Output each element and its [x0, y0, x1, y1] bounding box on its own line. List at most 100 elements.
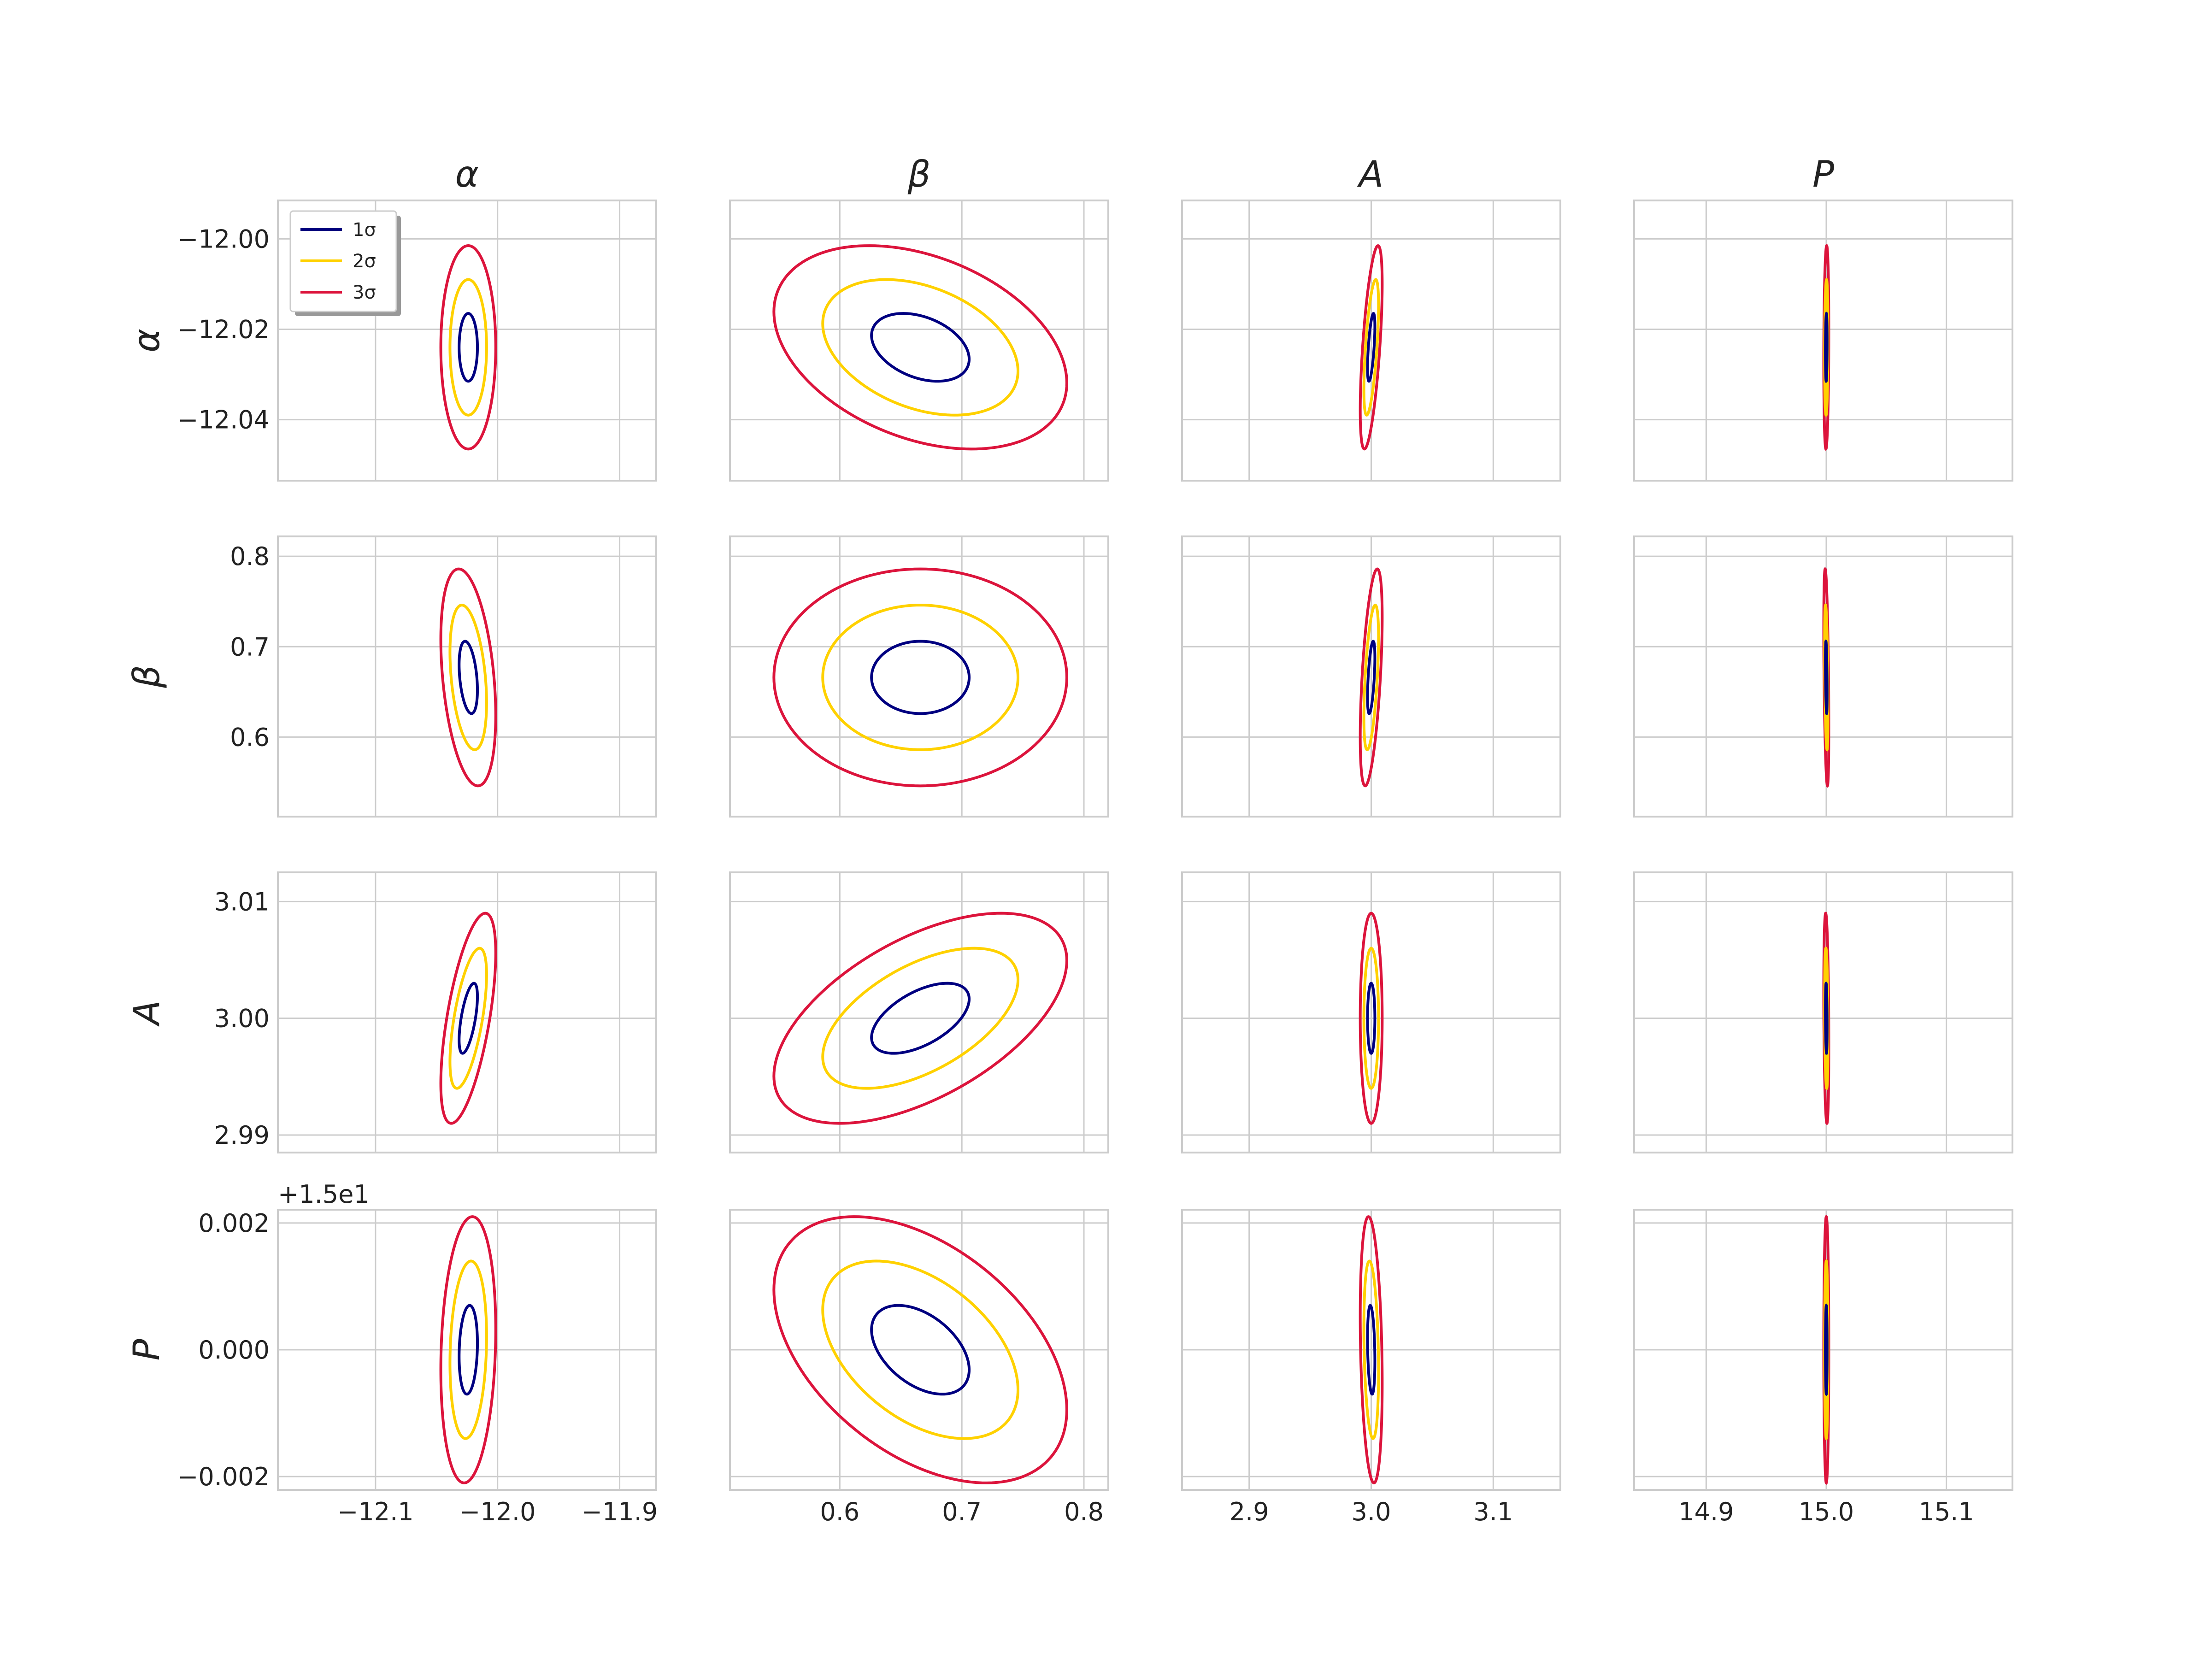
panel-frame	[277, 200, 657, 482]
contour-2sigma	[821, 278, 1020, 417]
panel-frame	[1181, 200, 1561, 482]
contour-2sigma	[448, 604, 488, 751]
legend-box	[289, 210, 397, 312]
panel-frame	[1181, 871, 1561, 1153]
legend-label: 1σ	[353, 219, 376, 241]
panel-frame	[729, 1209, 1109, 1491]
contours	[772, 912, 1068, 1125]
contours	[772, 567, 1068, 788]
panel-r4-c3: 2.9 3.0 3.1	[1181, 1209, 1561, 1526]
contour-3sigma	[772, 912, 1068, 1125]
row-label: A	[126, 1000, 168, 1027]
column-header: P	[1812, 154, 1834, 195]
legend-label: 2σ	[353, 251, 376, 272]
panel-r4-c1: 0.002 0.000 −0.002 −12.1 −12.0 −11.9	[177, 1209, 658, 1526]
x-tick-label: 14.9	[1678, 1497, 1734, 1526]
contour-3sigma	[439, 1215, 497, 1484]
y-tick-label: −12.04	[177, 406, 270, 435]
panel-r4-c4: 14.9 15.0 15.1	[1633, 1209, 2013, 1526]
contour-3sigma	[1359, 1215, 1384, 1484]
contour-1sigma	[458, 982, 479, 1055]
x-tick-label: 0.8	[1064, 1497, 1104, 1526]
contour-3sigma	[1359, 567, 1384, 788]
contours	[439, 244, 497, 451]
contour-1sigma	[458, 312, 479, 383]
panel-frame	[1633, 200, 2013, 482]
contour-1sigma	[458, 640, 479, 715]
panel-r1-c4	[1633, 200, 2013, 482]
contour-2sigma	[448, 1259, 488, 1440]
contours	[1359, 567, 1384, 788]
legend: 1σ 2σ 3σ	[289, 210, 401, 316]
x-tick-label: 0.7	[942, 1497, 982, 1526]
contours	[772, 244, 1068, 451]
panel-frame	[1181, 535, 1561, 818]
legend-label: 3σ	[353, 282, 376, 303]
y-tick-label: 0.7	[230, 632, 270, 661]
contour-3sigma	[439, 244, 497, 451]
y-tick-label: 0.000	[198, 1335, 270, 1365]
panel-r4-c2: 0.6 0.7 0.8	[729, 1209, 1109, 1526]
contour-3sigma	[772, 244, 1068, 451]
y-tick-label: −0.002	[177, 1462, 270, 1491]
x-tick-label: −11.9	[582, 1497, 658, 1526]
contour-2sigma	[1362, 603, 1380, 751]
panel-frame	[729, 200, 1109, 482]
contours	[1359, 1215, 1384, 1484]
y-tick-label: 3.01	[214, 887, 270, 916]
panel-r2-c3	[1181, 535, 1561, 818]
contour-2sigma	[1362, 947, 1380, 1090]
x-tick-label: 15.1	[1919, 1497, 1974, 1526]
x-tick-label: −12.0	[459, 1497, 535, 1526]
contours	[1822, 912, 1830, 1125]
contour-1sigma	[1366, 1304, 1377, 1396]
panel-frame	[1633, 535, 2013, 818]
column-header: A	[1357, 154, 1383, 195]
row-label: β	[126, 665, 168, 688]
contour-1sigma	[1824, 639, 1829, 716]
contour-2sigma	[821, 604, 1020, 751]
contour-2sigma	[821, 1259, 1020, 1440]
panel-r2-c4	[1633, 535, 2013, 818]
panel-r1-c2	[729, 200, 1109, 482]
y-tick-label: 0.6	[230, 723, 270, 752]
contour-1sigma	[1366, 982, 1377, 1055]
x-tick-label: 15.0	[1799, 1497, 1854, 1526]
offset-text: +1.5e1	[278, 1180, 370, 1209]
contour-2sigma	[821, 947, 1020, 1090]
y-tick-label: 0.002	[198, 1209, 270, 1238]
panel-r3-c3	[1181, 871, 1561, 1153]
x-tick-label: 2.9	[1230, 1497, 1269, 1526]
y-tick-label: −12.02	[177, 315, 270, 344]
contour-1sigma	[1366, 312, 1377, 383]
panel-r2-c2	[729, 535, 1109, 818]
panel-r3-c1: 3.01 3.00 2.99	[214, 871, 657, 1153]
x-tick-label: 0.6	[820, 1497, 859, 1526]
panel-r1-c1: −12.00 −12.02 −12.04	[177, 200, 657, 482]
y-tick-label: 0.8	[230, 542, 270, 571]
contours	[439, 1215, 497, 1484]
contour-3sigma	[1359, 912, 1384, 1125]
y-tick-label: 2.99	[214, 1121, 270, 1150]
panel-frame	[1181, 1209, 1561, 1491]
panel-grid: −12.00 −12.02 −12.04 0.8 0.7 0.6 3.01 3.00 2.99 0…	[177, 200, 2013, 1526]
contour-3sigma	[439, 912, 497, 1125]
panel-r1-c3	[1181, 200, 1561, 482]
contours	[439, 912, 497, 1125]
x-tick-label: −12.1	[337, 1497, 413, 1526]
panel-frame	[277, 535, 657, 818]
row-labels: α β A P	[126, 329, 168, 1360]
panel-frame	[277, 1209, 657, 1491]
contour-1sigma	[1824, 982, 1829, 1055]
y-tick-label: 3.00	[214, 1004, 270, 1033]
contour-2sigma	[448, 947, 488, 1090]
contour-2sigma	[448, 278, 488, 417]
contours	[1359, 912, 1384, 1125]
contours	[1822, 244, 1830, 451]
column-header: α	[455, 154, 479, 195]
contour-1sigma	[870, 1304, 971, 1396]
x-tick-label: 3.0	[1352, 1497, 1391, 1526]
contour-3sigma	[772, 567, 1068, 788]
